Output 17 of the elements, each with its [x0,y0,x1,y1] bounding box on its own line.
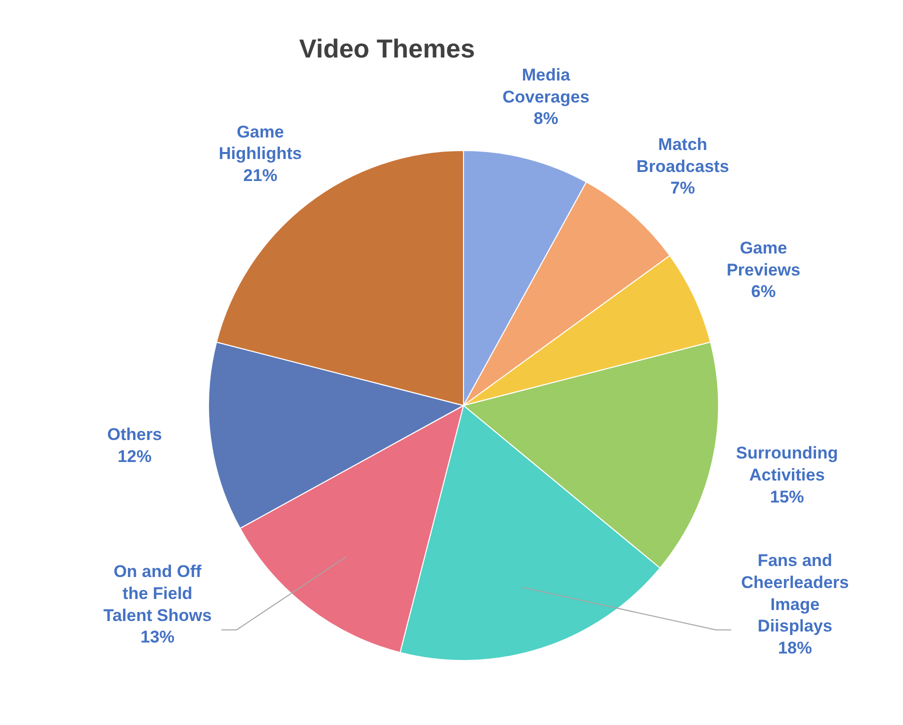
slice-label: Others [107,425,162,444]
data-label: 6% [751,282,776,302]
slice-label: Game Highlights [218,122,302,164]
data-label: 13% [140,628,175,647]
slice-label: Surrounding Activities [736,444,838,485]
data-label: 12% [118,446,152,466]
data-label: 8% [534,109,558,128]
slice-label: Media Coverages [502,65,590,106]
data-label: 18% [778,638,812,658]
slice-label: On and Off the Field Talent Shows [103,562,212,625]
slice-label: Game Previews [726,238,800,280]
slice-label: Match Broadcasts [636,135,730,176]
slice-label: Fans and Cheerleaders Image Diisplays [741,551,849,636]
data-label: 21% [243,166,278,185]
chart-title: Video Themes [299,34,475,64]
data-label: 15% [770,487,804,506]
data-label: 7% [670,178,696,198]
